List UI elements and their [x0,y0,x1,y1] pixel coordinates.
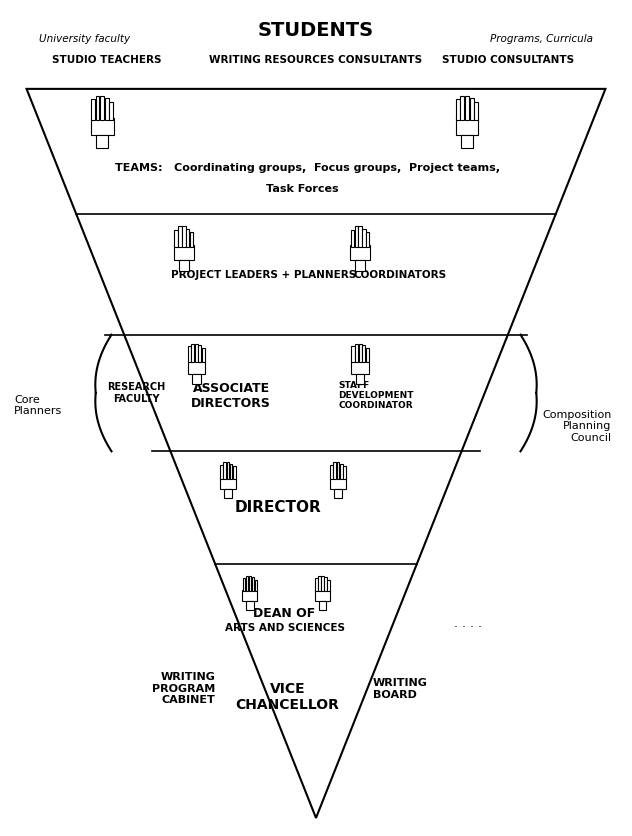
Bar [350,245,370,260]
Bar [327,579,329,591]
Bar [246,601,253,610]
Bar [226,462,229,479]
Text: COORDINATORS: COORDINATORS [354,270,447,280]
Bar [252,577,254,591]
Bar [343,466,346,479]
Text: Programs, Curricula: Programs, Curricula [490,34,593,43]
Bar [198,345,202,362]
Bar [331,465,333,479]
Bar [319,601,326,610]
Bar [456,118,478,135]
Bar [100,96,104,120]
Bar [243,578,245,591]
Text: ASSOCIATE
DIRECTORS: ASSOCIATE DIRECTORS [191,381,271,410]
Bar [105,98,109,120]
Text: WRITING RESOURCES CONSULTANTS: WRITING RESOURCES CONSULTANTS [209,54,423,64]
Text: STUDIO CONSULTANTS: STUDIO CONSULTANTS [442,54,574,64]
Bar [465,96,469,120]
Text: STAFF
DEVELOPMENT
COORDINATOR: STAFF DEVELOPMENT COORDINATOR [338,380,413,410]
Bar [178,227,181,247]
Bar [337,462,339,479]
Bar [248,576,251,591]
Bar [330,477,346,490]
Text: Core
Planners: Core Planners [14,395,62,416]
Bar [321,576,324,591]
Bar [174,245,193,260]
Text: WRITING
BOARD: WRITING BOARD [373,678,427,700]
Bar [461,96,465,120]
Bar [318,576,320,591]
Bar [229,464,233,479]
Bar [351,360,369,374]
Text: RESEARCH
FACULTY: RESEARCH FACULTY [107,382,166,404]
Bar [188,360,205,374]
Bar [340,464,343,479]
Bar [461,135,473,148]
Bar [220,465,223,479]
Bar [358,344,362,362]
Bar [470,98,473,120]
Bar [223,462,226,479]
Text: · · · ·: · · · · [454,621,482,635]
Bar [174,230,178,247]
Bar [91,99,95,120]
Bar [191,344,195,362]
Bar [246,576,248,591]
Bar [202,348,205,362]
Text: STUDIO TEACHERS: STUDIO TEACHERS [52,54,161,64]
Bar [324,577,327,591]
Text: VICE
CHANCELLOR: VICE CHANCELLOR [236,682,339,712]
Bar [355,260,365,271]
Bar [362,345,365,362]
Text: DEAN OF: DEAN OF [253,607,315,620]
Bar [255,579,257,591]
Bar [243,590,257,601]
Bar [220,477,236,490]
Bar [456,99,460,120]
Bar [109,102,113,120]
Text: Task Forces: Task Forces [265,184,338,194]
Bar [190,232,193,247]
Bar [351,346,355,362]
Bar [192,374,201,384]
Text: PROJECT LEADERS + PLANNERS: PROJECT LEADERS + PLANNERS [171,270,356,280]
Bar [186,228,190,247]
Bar [474,102,478,120]
Bar [356,374,365,384]
Bar [334,462,336,479]
Text: WRITING
PROGRAM
CABINET: WRITING PROGRAM CABINET [152,672,216,706]
Bar [182,227,186,247]
Bar [96,135,108,148]
Bar [334,490,342,498]
Bar [365,348,368,362]
Bar [95,96,99,120]
Bar [362,228,365,247]
Bar [315,590,330,601]
Text: TEAMS:   Coordinating groups,  Focus groups,  Project teams,: TEAMS: Coordinating groups, Focus groups… [114,163,500,173]
Bar [179,260,189,271]
Bar [355,227,358,247]
Bar [358,227,362,247]
Text: University faculty: University faculty [39,34,130,43]
Bar [195,344,198,362]
Bar [188,346,191,362]
Bar [224,490,232,498]
Bar [315,578,318,591]
Bar [355,344,358,362]
Text: STUDENTS: STUDENTS [258,21,374,40]
Text: Composition
Planning
Council: Composition Planning Council [542,410,612,443]
Bar [351,230,354,247]
Bar [366,232,370,247]
Bar [90,118,114,135]
Bar [233,466,236,479]
Text: DIRECTOR: DIRECTOR [235,500,322,515]
Text: ARTS AND SCIENCES: ARTS AND SCIENCES [224,623,344,633]
